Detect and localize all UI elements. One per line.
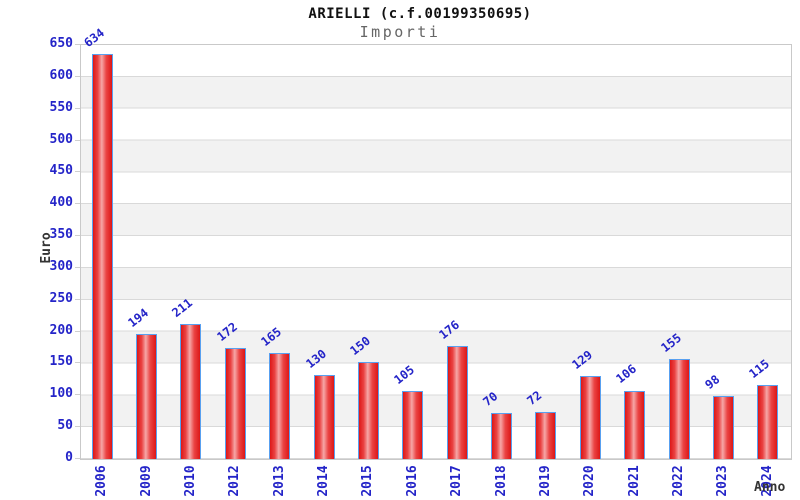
- bar: [491, 413, 513, 459]
- bar: [91, 54, 113, 459]
- bar: [357, 362, 379, 459]
- x-tick-label: 2009: [138, 465, 154, 497]
- y-tick-label: 650: [49, 36, 73, 51]
- x-axis-title: Anno: [754, 480, 786, 495]
- y-tickmark: [75, 298, 80, 300]
- y-tickmark: [75, 426, 80, 428]
- x-tick-label: 2022: [671, 465, 687, 497]
- y-tick-label: 200: [49, 322, 73, 338]
- x-tick-label: 2020: [582, 465, 598, 497]
- bar: [269, 352, 291, 459]
- y-tickmark: [75, 458, 80, 459]
- y-tick-label: 600: [49, 67, 73, 83]
- bar: [402, 391, 424, 459]
- bar: [579, 375, 601, 459]
- y-tick-label: 300: [49, 258, 73, 274]
- y-tick-label: 400: [49, 195, 73, 211]
- x-tick-label: 2006: [94, 465, 110, 497]
- bar: [313, 375, 335, 459]
- bar: [224, 348, 246, 459]
- y-tick-label: 0: [65, 450, 73, 465]
- y-tickmark: [75, 107, 80, 109]
- x-tick-label: 2017: [449, 465, 465, 497]
- x-tick-label: 2015: [360, 465, 376, 497]
- y-tickmark: [75, 75, 80, 77]
- bar: [535, 412, 557, 459]
- bar: [624, 390, 646, 459]
- chart-title: ARIELLI (c.f.00199350695): [308, 6, 532, 22]
- chart-subtitle: Importi: [359, 23, 441, 41]
- y-tickmark: [75, 44, 80, 45]
- y-tick-label: 100: [49, 386, 73, 402]
- bar: [136, 334, 158, 459]
- bar: [446, 345, 468, 459]
- y-tickmark: [75, 266, 80, 268]
- x-tick-label: 2013: [271, 465, 287, 497]
- y-tickmark: [75, 139, 80, 141]
- y-axis-title: Euro: [39, 232, 54, 264]
- y-tick-label: 450: [49, 163, 73, 179]
- y-tickmark: [75, 171, 80, 173]
- x-tick-label: 2018: [493, 465, 509, 497]
- y-tickmark: [75, 330, 80, 332]
- y-tickmark: [75, 235, 80, 237]
- x-tick-label: 2021: [626, 465, 642, 497]
- y-tick-label: 250: [49, 290, 73, 306]
- plot-area: [80, 44, 792, 460]
- y-tickmark: [75, 362, 80, 364]
- x-tick-label: 2012: [227, 465, 243, 497]
- y-tickmark: [75, 203, 80, 205]
- y-tickmark: [75, 394, 80, 396]
- x-tick-label: 2019: [537, 465, 553, 497]
- x-tick-label: 2023: [715, 465, 731, 497]
- y-tick-label: 150: [49, 354, 73, 370]
- y-tick-label: 500: [49, 131, 73, 147]
- y-tick-label: 550: [49, 99, 73, 115]
- bar: [712, 395, 734, 459]
- bar: [757, 384, 779, 459]
- x-tick-label: 2014: [316, 465, 332, 497]
- y-tick-label: 350: [49, 227, 73, 243]
- x-tick-label: 2016: [404, 465, 420, 497]
- x-tick-label: 2010: [182, 465, 198, 497]
- bar: [668, 359, 690, 459]
- bar: [180, 323, 202, 459]
- y-tick-label: 50: [57, 418, 73, 434]
